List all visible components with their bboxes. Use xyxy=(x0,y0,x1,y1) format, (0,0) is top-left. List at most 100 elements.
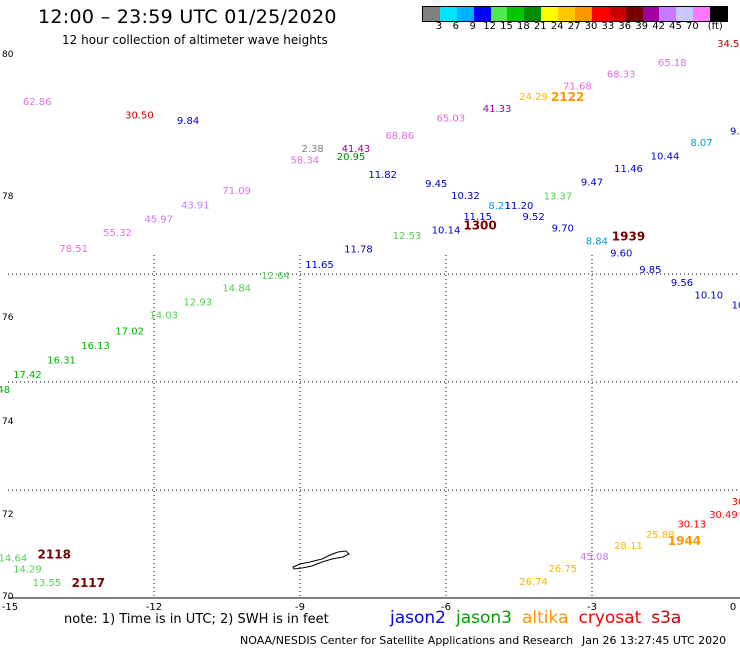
pass-time-label: 1939 xyxy=(612,230,645,244)
colorbar-swatch xyxy=(490,7,508,21)
y-tick-label: 74 xyxy=(2,417,14,427)
wave-height-value: 11.15 xyxy=(463,212,492,223)
wave-height-value: 68.86 xyxy=(385,131,414,142)
wave-height-value: 30.50 xyxy=(125,110,154,121)
wave-height-value: 9.52 xyxy=(522,212,544,223)
credit-text: NOAA/NESDIS Center for Satellite Applica… xyxy=(240,634,574,647)
wave-height-value: 41.33 xyxy=(483,104,512,115)
wave-height-value: 62.86 xyxy=(23,97,52,108)
map-title: 12:00 – 23:59 UTC 01/25/2020 xyxy=(38,6,337,28)
wave-height-value: 12.64 xyxy=(261,271,290,282)
x-tick-label: -6 xyxy=(441,602,451,613)
map-subtitle: 12 hour collection of altimeter wave hei… xyxy=(62,33,328,47)
colorbar-swatch xyxy=(625,7,643,21)
pass-time-label: 1944 xyxy=(668,534,701,548)
colorbar-swatch xyxy=(659,7,677,21)
satellite-legend-item: cryosat xyxy=(578,608,642,628)
wave-height-value: 13.55 xyxy=(33,578,62,589)
wave-height-value: 24.29 xyxy=(519,92,548,103)
colorbar-swatch xyxy=(642,7,660,21)
wave-height-value: 43.91 xyxy=(181,201,210,212)
satellite-legend-item: jason2 xyxy=(390,608,446,628)
wave-height-value: 17.48 xyxy=(0,385,10,396)
colorbar-swatch xyxy=(591,7,609,21)
y-tick-label: 70 xyxy=(2,592,14,602)
wave-height-value: 8.21 xyxy=(488,201,510,212)
colorbar-label: 18 xyxy=(517,21,530,32)
colorbar-swatch xyxy=(473,7,491,21)
colorbar-label: 15 xyxy=(500,21,513,32)
wave-height-value: 17.42 xyxy=(13,370,42,381)
wave-height-value: 9.84 xyxy=(177,116,199,127)
wave-height-value: 41.43 xyxy=(342,144,371,155)
pass-time-label: 1300 xyxy=(463,219,496,233)
wave-height-value: 9.70 xyxy=(552,223,574,234)
colorbar-label: 39 xyxy=(635,21,649,32)
x-tick-label: 0 xyxy=(730,602,736,613)
colorbar-swatch xyxy=(693,7,711,21)
wave-height-value: 9.85 xyxy=(639,265,661,276)
wave-height-value: 12.53 xyxy=(393,231,422,242)
satellite-legend-item: s3a xyxy=(651,608,682,628)
wave-height-value: 45.08 xyxy=(580,552,609,563)
colorbar-label: 70 xyxy=(686,21,699,32)
colorbar-label: 21 xyxy=(533,21,547,32)
x-tick-label: -9 xyxy=(295,602,305,613)
wave-height-value: 11.65 xyxy=(305,260,334,271)
wave-height-value: 12.93 xyxy=(183,297,212,308)
wave-height-value: 9.5 xyxy=(730,127,740,138)
wave-height-value: 28.11 xyxy=(614,541,643,552)
wave-height-value: 20.95 xyxy=(337,152,366,163)
wave-height-value: 26.75 xyxy=(548,564,577,575)
y-tick-label: 78 xyxy=(2,192,14,202)
colorbar-label: 27 xyxy=(567,21,581,32)
wave-height-labels: 62.86 30.50 9.84 2.38 41.43 58.34 20.95 68.86 65… xyxy=(0,39,740,589)
wave-height-value: 16.13 xyxy=(81,341,110,352)
wave-height-value: 71.68 xyxy=(563,81,592,92)
colorbar-label: 24 xyxy=(550,21,564,32)
wave-height-value: 10.14 xyxy=(432,226,461,237)
colorbar-swatch xyxy=(558,7,576,21)
wave-height-value: 30.13 xyxy=(677,519,706,530)
wave-height-value: 14.64 xyxy=(0,553,27,564)
colorbar-label: 30 xyxy=(584,21,598,32)
wave-height-value: 11.82 xyxy=(368,170,397,181)
wave-height-value: 11.78 xyxy=(344,244,373,255)
jan-mayen-island-outline xyxy=(292,550,350,570)
colorbar-label: 6 xyxy=(452,21,459,32)
wave-height-value: 45.97 xyxy=(145,215,174,226)
wave-height-value: 11.20 xyxy=(505,201,534,212)
wave-height-value: 30 xyxy=(732,497,740,508)
wave-height-value: 13.37 xyxy=(544,191,573,202)
colorbar-swatch xyxy=(575,7,592,21)
satellite-legend-item: altika xyxy=(522,608,569,628)
colorbar-label: 45 xyxy=(669,21,682,32)
colorbar-swatch xyxy=(710,7,728,21)
colorbar-swatch xyxy=(676,7,694,21)
colorbar-label: 42 xyxy=(652,21,665,32)
wave-height-value: 8.07 xyxy=(690,138,712,149)
wave-height-value: 10.10 xyxy=(694,290,723,301)
y-tick-label: 72 xyxy=(2,510,13,520)
wave-height-value: 14.29 xyxy=(13,565,42,576)
wave-height-value: 9.45 xyxy=(425,179,447,190)
colorbar-swatch xyxy=(608,7,626,21)
wave-height-value: 25.88 xyxy=(646,530,675,541)
wave-height-value: 26.74 xyxy=(519,577,548,588)
wave-height-value: 9.56 xyxy=(671,278,693,289)
generation-timestamp: Jan 26 13:27:45 UTC 2020 xyxy=(582,634,727,647)
x-tick-label: -12 xyxy=(146,602,162,613)
colorbar xyxy=(422,6,729,22)
wave-height-value: 68.33 xyxy=(607,69,636,80)
wave-height-value: 11.46 xyxy=(614,164,643,175)
colorbar-label: 12 xyxy=(483,21,496,32)
wave-height-value: 17.02 xyxy=(115,326,144,337)
pass-time-label: 2118 xyxy=(38,548,71,562)
colorbar-swatch xyxy=(507,7,525,21)
wave-height-value: 55.32 xyxy=(103,228,132,239)
wave-height-value: 9.47 xyxy=(581,177,603,188)
wave-height-value: 10 xyxy=(732,301,740,312)
colorbar-swatch xyxy=(541,7,559,21)
wave-height-value: 14.84 xyxy=(222,283,251,294)
